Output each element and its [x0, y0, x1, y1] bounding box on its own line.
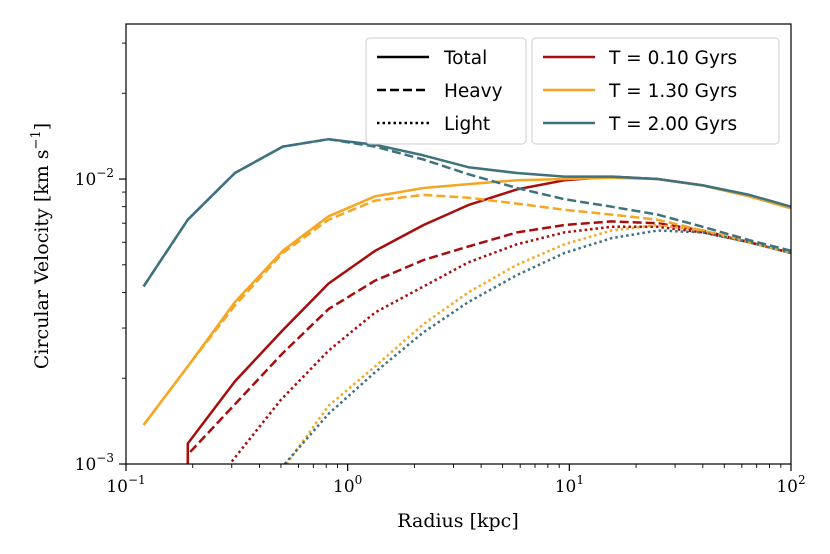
- y-axis-label-exponent: −1: [29, 130, 44, 149]
- y-tick-label: 10−2: [75, 166, 114, 190]
- x-tick-base: 10: [333, 477, 355, 497]
- series-1-light-line: [285, 223, 791, 464]
- x-tick-base: 10: [776, 477, 798, 497]
- x-axis-label: Radius [kpc]: [397, 510, 518, 532]
- x-tick-label: 10−1: [106, 473, 145, 497]
- series-1-heavy-line: [142, 193, 791, 426]
- y-tick-base: 10: [75, 170, 97, 190]
- y-tick-exponent: −3: [96, 451, 114, 465]
- legend-light-label: Light: [444, 114, 490, 135]
- x-tick-label: 102: [776, 473, 805, 497]
- y-axis-label-close: ]: [31, 123, 53, 130]
- plot-frame: [125, 23, 792, 465]
- series-0-light-line: [230, 225, 791, 463]
- y-tick-label: 10−3: [75, 451, 114, 475]
- legend-linestyle-box: [365, 37, 527, 145]
- y-axis-label-main: Circular Velocity [km s: [31, 149, 53, 369]
- legend-total-label: Total: [443, 48, 487, 69]
- x-tick-label: 101: [555, 473, 584, 497]
- y-tick-exponent: −2: [96, 166, 114, 180]
- x-tick-exponent: 2: [798, 473, 806, 487]
- x-tick-exponent: 0: [355, 473, 363, 487]
- legend-series-1-label: T = 1.30 Gyrs: [608, 81, 737, 102]
- y-axis-label: Circular Velocity [km s−1]: [29, 123, 53, 369]
- x-tick-base: 10: [106, 477, 128, 497]
- legend-series-box: [531, 37, 780, 145]
- series-2-heavy-line: [142, 137, 791, 288]
- legend-series-0-label: T = 0.10 Gyrs: [608, 48, 737, 69]
- x-tick-label: 100: [333, 473, 362, 497]
- x-tick-base: 10: [555, 477, 577, 497]
- legend-heavy-label: Heavy: [444, 81, 503, 102]
- plot-area: [142, 137, 791, 464]
- legend-linestyle: Total Heavy Light: [365, 37, 527, 145]
- legend-series: T = 0.10 Gyrs T = 1.30 Gyrs T = 2.00 Gyr…: [531, 37, 780, 145]
- x-tick-exponent: −1: [128, 473, 146, 487]
- y-tick-base: 10: [75, 455, 97, 475]
- x-tick-exponent: 1: [576, 473, 584, 487]
- legend-series-2-label: T = 2.00 Gyrs: [608, 114, 737, 135]
